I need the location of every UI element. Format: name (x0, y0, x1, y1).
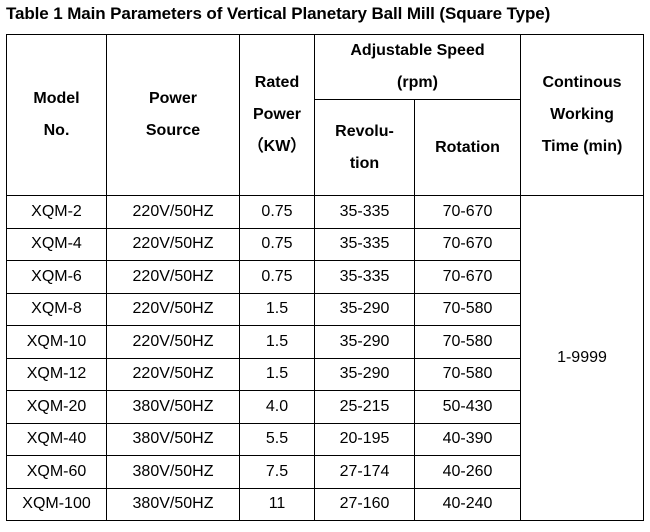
rotation-cell: 70-580 (414, 292, 521, 326)
model-cell: XQM-60 (6, 455, 107, 489)
rated-power-cell: 5.5 (239, 422, 315, 456)
revolution-cell: 27-160 (314, 487, 415, 521)
model-cell: XQM-100 (6, 487, 107, 521)
rated-power-cell: 0.75 (239, 195, 315, 229)
header-working-time: Continous Working Time (min) (520, 34, 644, 196)
table-row: XQM-6 220V/50HZ 0.75 35-335 70-670 (6, 260, 644, 294)
power-source-cell: 220V/50HZ (106, 227, 240, 261)
rotation-cell: 40-260 (414, 455, 521, 489)
revolution-cell: 27-174 (314, 455, 415, 489)
rotation-cell: 70-670 (414, 260, 521, 294)
model-cell: XQM-12 (6, 357, 107, 391)
table-row: XQM-8 220V/50HZ 1.5 35-290 70-580 (6, 292, 644, 326)
power-source-cell: 220V/50HZ (106, 292, 240, 326)
revolution-cell: 20-195 (314, 422, 415, 456)
model-cell: XQM-8 (6, 292, 107, 326)
rated-power-cell: 1.5 (239, 325, 315, 359)
model-cell: XQM-2 (6, 195, 107, 229)
power-source-cell: 380V/50HZ (106, 422, 240, 456)
revolution-cell: 25-215 (314, 390, 415, 424)
rated-power-cell: 4.0 (239, 390, 315, 424)
header-adjustable-speed: Adjustable Speed (rpm) (314, 34, 521, 100)
power-source-cell: 220V/50HZ (106, 260, 240, 294)
rotation-cell: 40-240 (414, 487, 521, 521)
revolution-cell: 35-290 (314, 292, 415, 326)
model-cell: XQM-10 (6, 325, 107, 359)
revolution-cell: 35-335 (314, 195, 415, 229)
rotation-cell: 70-580 (414, 357, 521, 391)
rated-power-cell: 11 (239, 487, 315, 521)
header-model: Model No. (6, 34, 107, 196)
table-row: XQM-10 220V/50HZ 1.5 35-290 70-580 (6, 325, 644, 359)
header-rotation: Rotation (414, 99, 521, 196)
rated-power-cell: 1.5 (239, 292, 315, 326)
rotation-cell: 50-430 (414, 390, 521, 424)
power-source-cell: 380V/50HZ (106, 390, 240, 424)
table-row: XQM-12 220V/50HZ 1.5 35-290 70-580 (6, 357, 644, 391)
table-row: XQM-2 220V/50HZ 0.75 35-335 70-670 1-9999 (6, 195, 644, 521)
table-title: Table 1 Main Parameters of Vertical Plan… (6, 4, 551, 23)
table-body: XQM-2 220V/50HZ 0.75 35-335 70-670 1-9999 XQM-… (6, 195, 644, 521)
power-source-cell: 220V/50HZ (106, 357, 240, 391)
rated-power-cell: 1.5 (239, 357, 315, 391)
rated-power-cell: 7.5 (239, 455, 315, 489)
table-row: XQM-4 220V/50HZ 0.75 35-335 70-670 (6, 227, 644, 261)
model-cell: XQM-40 (6, 422, 107, 456)
power-source-cell: 220V/50HZ (106, 325, 240, 359)
header-power-source: Power Source (106, 34, 240, 196)
power-source-cell: 380V/50HZ (106, 487, 240, 521)
rotation-cell: 70-670 (414, 195, 521, 229)
model-cell: XQM-6 (6, 260, 107, 294)
power-source-cell: 220V/50HZ (106, 195, 240, 229)
model-cell: XQM-4 (6, 227, 107, 261)
rotation-cell: 70-670 (414, 227, 521, 261)
model-cell: XQM-20 (6, 390, 107, 424)
table-row: XQM-100 380V/50HZ 11 27-160 40-240 (6, 487, 644, 521)
revolution-cell: 35-290 (314, 357, 415, 391)
rated-power-cell: 0.75 (239, 260, 315, 294)
revolution-cell: 35-335 (314, 227, 415, 261)
revolution-cell: 35-335 (314, 260, 415, 294)
header-rated-power: Rated Power （KW） (239, 34, 315, 196)
table-row: XQM-20 380V/50HZ 4.0 25-215 50-430 (6, 390, 644, 424)
revolution-cell: 35-290 (314, 325, 415, 359)
rated-power-cell: 0.75 (239, 227, 315, 261)
header-revolution: Revolu-tion (314, 99, 415, 196)
rotation-cell: 70-580 (414, 325, 521, 359)
parameters-table: Model No. Power Source Rated Power （KW） Adju… (6, 34, 644, 521)
rotation-cell: 40-390 (414, 422, 521, 456)
working-time-cell: 1-9999 (520, 195, 644, 521)
power-source-cell: 380V/50HZ (106, 455, 240, 489)
